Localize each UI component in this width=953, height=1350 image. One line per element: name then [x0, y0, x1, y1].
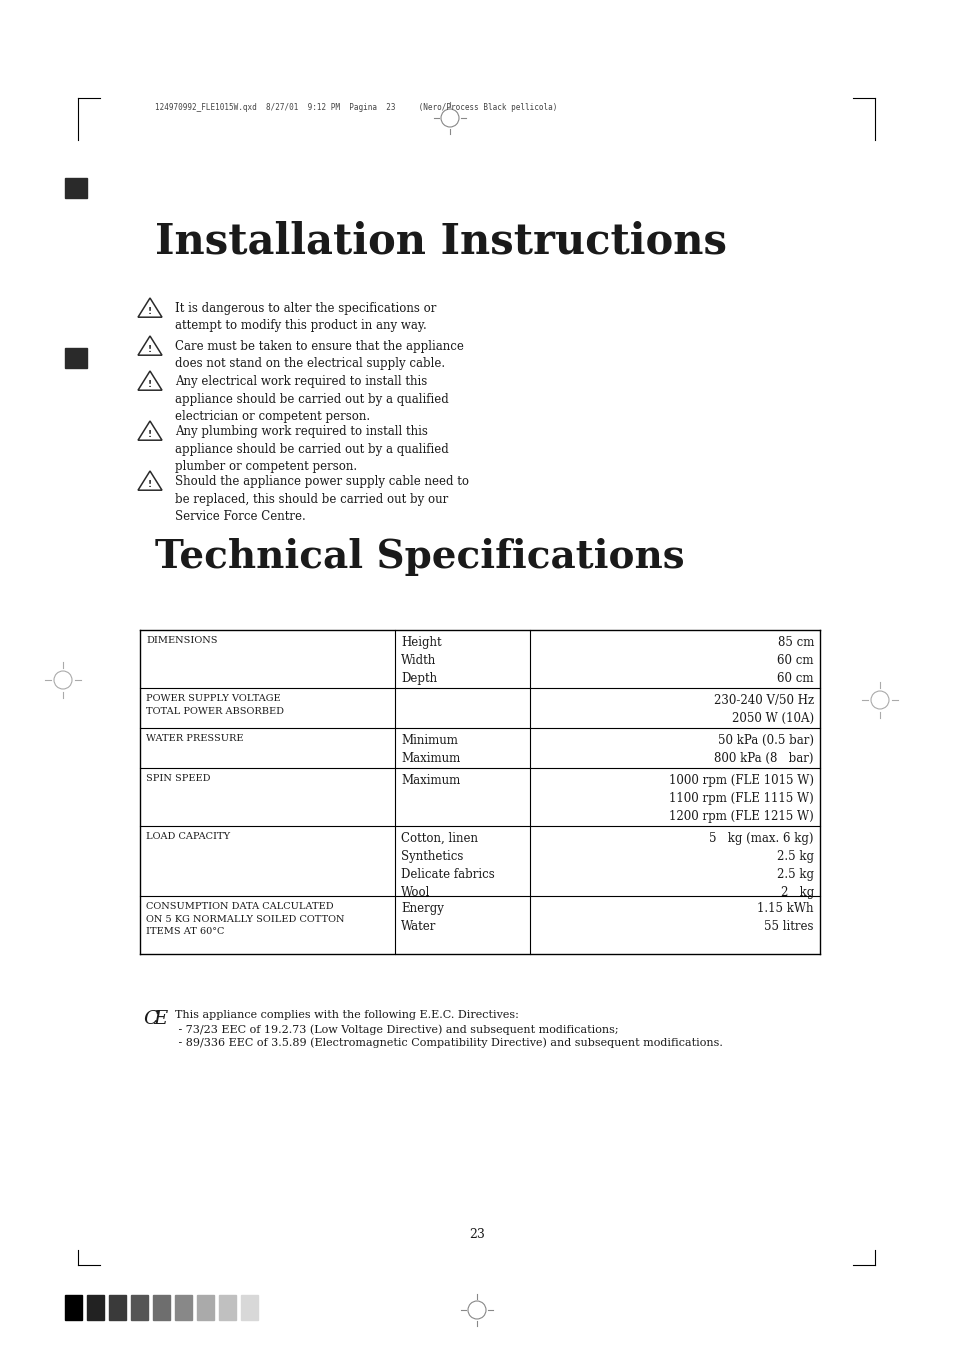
Text: Should the appliance power supply cable need to
be replaced, this should be carr: Should the appliance power supply cable …: [174, 475, 469, 522]
Text: !: !: [148, 429, 152, 439]
Text: 1.15 kWh
55 litres: 1.15 kWh 55 litres: [757, 902, 813, 933]
Bar: [65, 1295, 82, 1320]
Bar: [219, 1295, 235, 1320]
Text: !: !: [148, 479, 152, 489]
Text: This appliance complies with the following E.E.C. Directives:: This appliance complies with the followi…: [174, 1010, 518, 1021]
Text: Installation Instructions: Installation Instructions: [154, 220, 726, 262]
Bar: [241, 1295, 257, 1320]
Text: 85 cm
60 cm
60 cm: 85 cm 60 cm 60 cm: [777, 636, 813, 684]
Text: 5   kg (max. 6 kg)
2.5 kg
2.5 kg
2   kg: 5 kg (max. 6 kg) 2.5 kg 2.5 kg 2 kg: [709, 832, 813, 899]
Text: - 73/23 EEC of 19.2.73 (Low Voltage Directive) and subsequent modifications;: - 73/23 EEC of 19.2.73 (Low Voltage Dire…: [174, 1025, 618, 1034]
Text: SPIN SPEED: SPIN SPEED: [146, 774, 211, 783]
Bar: [109, 1295, 126, 1320]
Bar: [174, 1295, 192, 1320]
Text: WATER PRESSURE: WATER PRESSURE: [146, 734, 243, 743]
Text: Cotton, linen
Synthetics
Delicate fabrics
Wool: Cotton, linen Synthetics Delicate fabric…: [400, 832, 495, 899]
Text: POWER SUPPLY VOLTAGE
TOTAL POWER ABSORBED: POWER SUPPLY VOLTAGE TOTAL POWER ABSORBE…: [146, 694, 284, 716]
Bar: [196, 1295, 213, 1320]
Text: 50 kPa (0.5 bar)
800 kPa (8   bar): 50 kPa (0.5 bar) 800 kPa (8 bar): [714, 734, 813, 765]
Text: Any plumbing work required to install this
appliance should be carried out by a : Any plumbing work required to install th…: [174, 425, 448, 472]
Text: Height
Width
Depth: Height Width Depth: [400, 636, 441, 684]
Text: Minimum
Maximum: Minimum Maximum: [400, 734, 459, 765]
Text: 23: 23: [469, 1228, 484, 1241]
Text: CONSUMPTION DATA CALCULATED
ON 5 KG NORMALLY SOILED COTTON
ITEMS AT 60°C: CONSUMPTION DATA CALCULATED ON 5 KG NORM…: [146, 902, 344, 936]
Text: Energy
Water: Energy Water: [400, 902, 443, 933]
Text: !: !: [148, 306, 152, 316]
Bar: [131, 1295, 148, 1320]
Text: Technical Specifications: Technical Specifications: [154, 539, 684, 576]
Text: 124970992_FLE1015W.qxd  8/27/01  9:12 PM  Pagina  23     (Nero/Process Black pel: 124970992_FLE1015W.qxd 8/27/01 9:12 PM P…: [154, 104, 557, 112]
Text: It is dangerous to alter the specifications or
attempt to modify this product in: It is dangerous to alter the specificati…: [174, 302, 436, 332]
Text: !: !: [148, 344, 152, 354]
Bar: [87, 1295, 104, 1320]
Text: E: E: [152, 1010, 167, 1027]
Text: Care must be taken to ensure that the appliance
does not stand on the electrical: Care must be taken to ensure that the ap…: [174, 340, 463, 370]
Bar: [152, 1295, 170, 1320]
Text: DIMENSIONS: DIMENSIONS: [146, 636, 217, 645]
Bar: [65, 348, 87, 369]
Text: 230-240 V/50 Hz
2050 W (10A): 230-240 V/50 Hz 2050 W (10A): [713, 694, 813, 725]
Text: Any electrical work required to install this
appliance should be carried out by : Any electrical work required to install …: [174, 375, 448, 423]
Text: !: !: [148, 379, 152, 389]
Text: C: C: [143, 1010, 157, 1027]
Text: - 89/336 EEC of 3.5.89 (Electromagnetic Compatibility Directive) and subsequent : - 89/336 EEC of 3.5.89 (Electromagnetic …: [174, 1037, 722, 1048]
Text: LOAD CAPACITY: LOAD CAPACITY: [146, 832, 230, 841]
Text: Maximum: Maximum: [400, 774, 459, 787]
Bar: [65, 178, 87, 198]
Text: 1000 rpm (FLE 1015 W)
1100 rpm (FLE 1115 W)
1200 rpm (FLE 1215 W): 1000 rpm (FLE 1015 W) 1100 rpm (FLE 1115…: [668, 774, 813, 824]
